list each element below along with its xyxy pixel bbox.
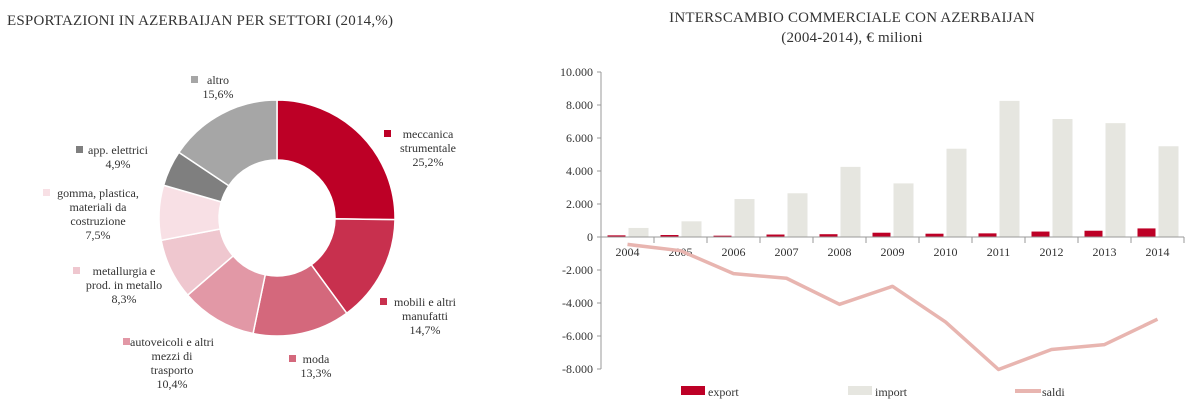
x-tick-label: 2007 — [775, 245, 799, 259]
slice-label: altro — [207, 73, 229, 87]
y-tick-label: -6.000 — [562, 329, 593, 343]
slice-label: manufatti — [402, 309, 449, 323]
slice-value: 8,3% — [112, 292, 137, 306]
slice-label: prod. in metallo — [86, 278, 162, 292]
y-tick-label: 4.000 — [566, 164, 593, 178]
legend-label: saldi — [1042, 385, 1065, 399]
legend-swatch — [848, 386, 872, 395]
x-tick-label: 2009 — [881, 245, 905, 259]
slice-label: mezzi di — [152, 349, 194, 363]
slice-value: 4,9% — [106, 157, 131, 171]
import-bar — [787, 193, 808, 237]
slice-value: 15,6% — [203, 87, 234, 101]
import-bar — [1158, 146, 1179, 237]
slice-label: materiali da — [70, 200, 128, 214]
legend-swatch — [681, 386, 705, 395]
x-tick-label: 2004 — [616, 245, 640, 259]
y-tick-label: 10.000 — [560, 65, 593, 79]
import-bar — [734, 199, 755, 237]
legend-marker — [191, 76, 198, 83]
legend-marker — [289, 355, 296, 362]
slice-label: strumentale — [400, 141, 456, 155]
export-bar — [1031, 231, 1050, 237]
donut-slice — [177, 99, 278, 187]
y-tick-label: 6.000 — [566, 131, 593, 145]
import-bar — [840, 166, 861, 237]
export-bar — [766, 234, 785, 237]
bar-title-line-2: (2004-2014), € milioni — [781, 30, 922, 46]
import-bar — [946, 148, 967, 237]
slice-label: meccanica — [403, 127, 454, 141]
import-bar — [893, 183, 914, 237]
x-tick-label: 2011 — [987, 245, 1011, 259]
donut-title: ESPORTAZIONI IN AZERBAIJAN PER SETTORI (… — [7, 13, 393, 29]
bar-legend: export import saldi — [681, 385, 1065, 399]
y-tick-label: 8.000 — [566, 98, 593, 112]
import-bar — [628, 227, 649, 237]
bar-title-line-1: INTERSCAMBIO COMMERCIALE CON AZERBAIJAN — [669, 10, 1035, 26]
slice-label: costruzione — [70, 214, 125, 228]
import-bar — [1052, 119, 1073, 237]
legend-marker — [380, 298, 387, 305]
export-bar — [713, 235, 732, 237]
slice-label: app. elettrici — [88, 143, 149, 157]
legend-marker — [76, 146, 83, 153]
export-bar — [1084, 230, 1103, 237]
x-tick-label: 2010 — [934, 245, 958, 259]
y-tick-label: -4.000 — [562, 296, 593, 310]
export-bar — [1137, 228, 1156, 237]
legend-label: import — [875, 385, 908, 399]
import-bar — [999, 100, 1020, 237]
export-bar — [925, 233, 944, 237]
donut-slice — [276, 99, 396, 221]
x-tick-label: 2006 — [722, 245, 746, 259]
export-bar — [978, 233, 997, 237]
slice-label: trasporto — [151, 363, 194, 377]
slice-value: 13,3% — [301, 366, 332, 380]
x-tick-label: 2012 — [1040, 245, 1064, 259]
legend-marker — [123, 338, 130, 345]
export-bar — [819, 234, 838, 237]
bar-plot-area: 10.000 8.000 6.000 4.000 2.000 0 -2.000 -4.000 -… — [560, 65, 1185, 376]
legend-marker — [384, 130, 391, 137]
slice-label: moda — [303, 352, 330, 366]
export-bar — [607, 235, 626, 237]
slice-value: 14,7% — [410, 323, 441, 337]
export-bar — [872, 232, 891, 237]
saldi-line — [627, 242, 1159, 372]
y-tick-label: 0 — [587, 230, 593, 244]
slice-label: autoveicoli e altri — [130, 335, 215, 349]
y-tick-label: 2.000 — [566, 197, 593, 211]
legend-label: export — [708, 385, 739, 399]
slice-value: 25,2% — [413, 155, 444, 169]
x-tick-label: 2013 — [1093, 245, 1117, 259]
export-bar — [660, 235, 679, 237]
x-tick-label: 2008 — [828, 245, 852, 259]
y-tick-label: -2.000 — [562, 263, 593, 277]
slice-label: mobili e altri — [394, 295, 457, 309]
slice-value: 10,4% — [157, 377, 188, 391]
slice-label: metallurgia e — [93, 264, 156, 278]
legend-marker — [43, 189, 50, 196]
slice-value: 7,5% — [86, 228, 111, 242]
donut-slices — [158, 99, 396, 337]
import-bar — [1105, 123, 1126, 237]
import-bar — [681, 221, 702, 237]
legend-marker — [73, 267, 80, 274]
x-tick-label: 2014 — [1146, 245, 1170, 259]
y-tick-label: -8.000 — [562, 362, 593, 376]
slice-label: gomma, plastica, — [57, 186, 139, 200]
